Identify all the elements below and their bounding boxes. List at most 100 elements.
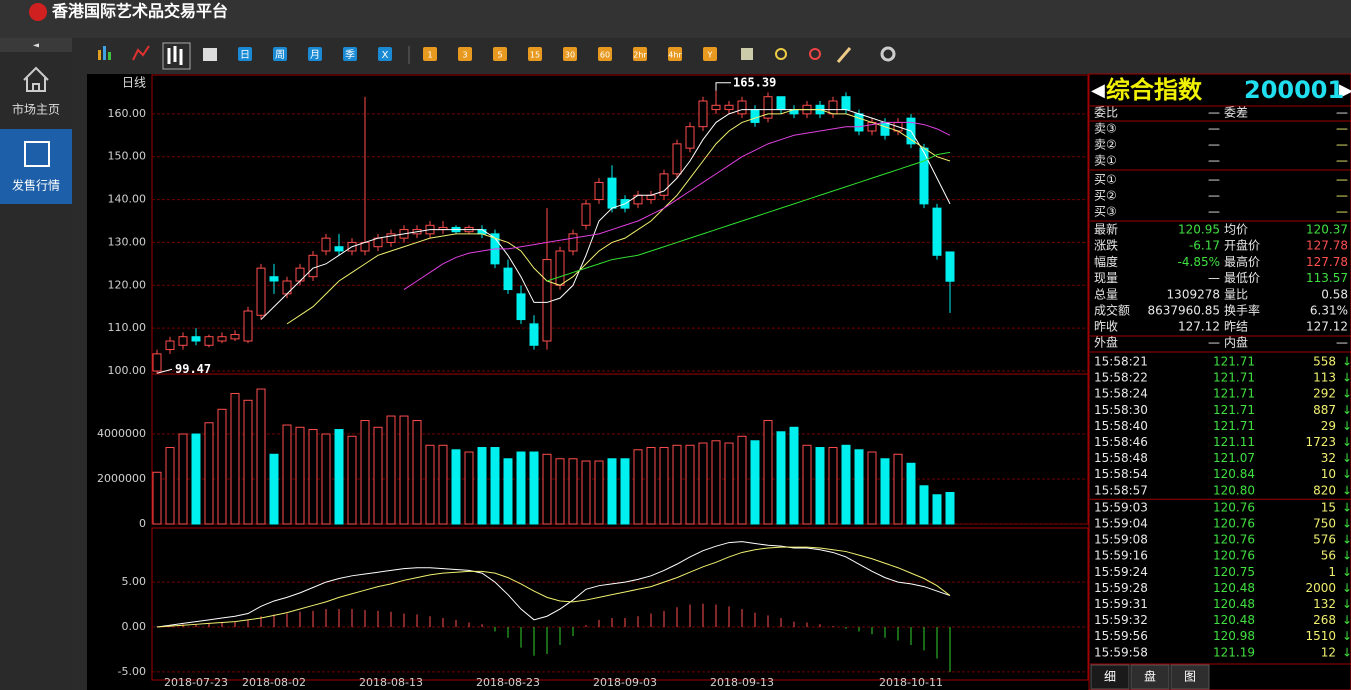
candle-body (568, 233, 578, 252)
volume-bar (776, 431, 786, 525)
tick-price: 121.71 (1213, 419, 1255, 433)
bid-price: — (1208, 173, 1220, 187)
nav-item[interactable]: 市场主页 (12, 102, 60, 117)
minute-label: 2hr (633, 51, 647, 60)
min-label: 99.47 (175, 362, 211, 376)
volume-bar (503, 458, 513, 525)
tick-volume: 576 (1313, 533, 1336, 547)
field-label: 现量 (1094, 271, 1118, 285)
volume-bar (763, 420, 773, 525)
active-tool[interactable] (162, 42, 191, 70)
volume-bar (295, 426, 305, 525)
tick-volume: 1 (1328, 565, 1336, 579)
minute-button[interactable] (423, 47, 437, 61)
field-value: 1309278 (1167, 287, 1220, 301)
field-value: 127.12 (1306, 320, 1348, 334)
candle-body (152, 353, 162, 372)
tick-arrow: ↓ (1342, 517, 1351, 531)
field-value: 6.31% (1310, 304, 1348, 318)
ask-label: 卖② (1094, 138, 1117, 152)
minute-button[interactable] (668, 47, 682, 61)
collapse-button[interactable] (0, 38, 72, 52)
volume-bar (789, 426, 799, 525)
tick-volume: 820 (1313, 483, 1336, 497)
y-tick-label: 0.00 (122, 620, 147, 633)
bid-price: — (1208, 205, 1220, 219)
tick-price: 120.75 (1213, 565, 1255, 579)
tick-price: 121.07 (1213, 451, 1255, 465)
tick-volume: 132 (1313, 597, 1336, 611)
candle-body (932, 207, 942, 256)
period-label: 日 (240, 50, 250, 61)
y-tick-label: 0 (139, 517, 146, 530)
volume-bar (477, 447, 487, 525)
candle-body (750, 109, 760, 123)
period-label: 季 (345, 49, 355, 61)
tab[interactable] (1090, 664, 1130, 690)
candle-body (581, 203, 591, 226)
tick-time: 15:58:48 (1094, 451, 1148, 465)
volume-bar (737, 435, 747, 525)
volume-bar (880, 458, 890, 525)
bid-volume: — (1336, 189, 1348, 203)
candle-body (828, 100, 838, 115)
tick-arrow: ↓ (1342, 483, 1351, 497)
candle-body (204, 336, 214, 346)
field-label: 总量 (1094, 287, 1118, 301)
tick-time: 15:59:58 (1094, 645, 1148, 659)
minute-button[interactable] (493, 47, 507, 61)
volume-bar (750, 440, 760, 525)
field-label: 最低价 (1224, 271, 1260, 285)
candle-body (295, 267, 305, 282)
y-tick-label: 5.00 (122, 575, 147, 588)
field-label: 开盘价 (1224, 238, 1260, 253)
volume-bar (555, 458, 565, 525)
volume-bar (412, 420, 422, 525)
minute-label: 1 (427, 51, 432, 60)
tick-price: 121.19 (1213, 645, 1255, 659)
minute-label: 15 (530, 51, 540, 60)
tick-price: 120.48 (1213, 581, 1255, 595)
period-button[interactable] (343, 47, 357, 61)
tick-time: 15:59:08 (1094, 533, 1148, 547)
candle-body (945, 251, 955, 282)
y-tick-label: 150.00 (108, 150, 147, 163)
tick-price: 120.80 (1213, 483, 1255, 497)
candle-body (165, 340, 175, 351)
indicator-line (156, 546, 951, 628)
tick-price: 120.76 (1213, 533, 1255, 547)
period-button[interactable] (273, 47, 287, 61)
candle-body (308, 254, 318, 278)
volume-bar (178, 433, 188, 525)
minute-button[interactable] (633, 47, 647, 61)
bid-label: 买② (1094, 189, 1117, 203)
minute-button[interactable] (563, 47, 577, 61)
period-button[interactable] (308, 47, 322, 61)
tab[interactable] (1170, 664, 1210, 690)
candle-body (386, 233, 396, 243)
tab[interactable] (1130, 664, 1170, 690)
tick-arrow: ↓ (1342, 403, 1351, 417)
candle-body (659, 173, 669, 196)
minute-label: 60 (600, 51, 610, 60)
minute-button[interactable] (528, 47, 542, 61)
minute-button[interactable] (703, 47, 717, 61)
y-tick-label: 100.00 (108, 364, 147, 377)
indicator-line (403, 121, 951, 290)
field-label: 委差 (1224, 106, 1248, 120)
volume-bar (230, 393, 240, 525)
tick-time: 15:59:56 (1094, 629, 1148, 643)
volume-bar (867, 451, 877, 525)
tick-price: 121.71 (1213, 371, 1255, 385)
tick-price: 120.76 (1213, 500, 1255, 514)
field-value: -4.85% (1178, 255, 1220, 269)
volume-bar (360, 420, 370, 525)
nav-item[interactable]: 发售行情 (12, 178, 60, 193)
candle-body (776, 96, 786, 111)
period-button[interactable] (238, 47, 252, 61)
minute-button[interactable] (598, 47, 612, 61)
tick-time: 15:59:04 (1094, 517, 1148, 531)
period-button[interactable] (378, 47, 392, 61)
header-bar (0, 0, 1351, 38)
minute-button[interactable] (458, 47, 472, 61)
